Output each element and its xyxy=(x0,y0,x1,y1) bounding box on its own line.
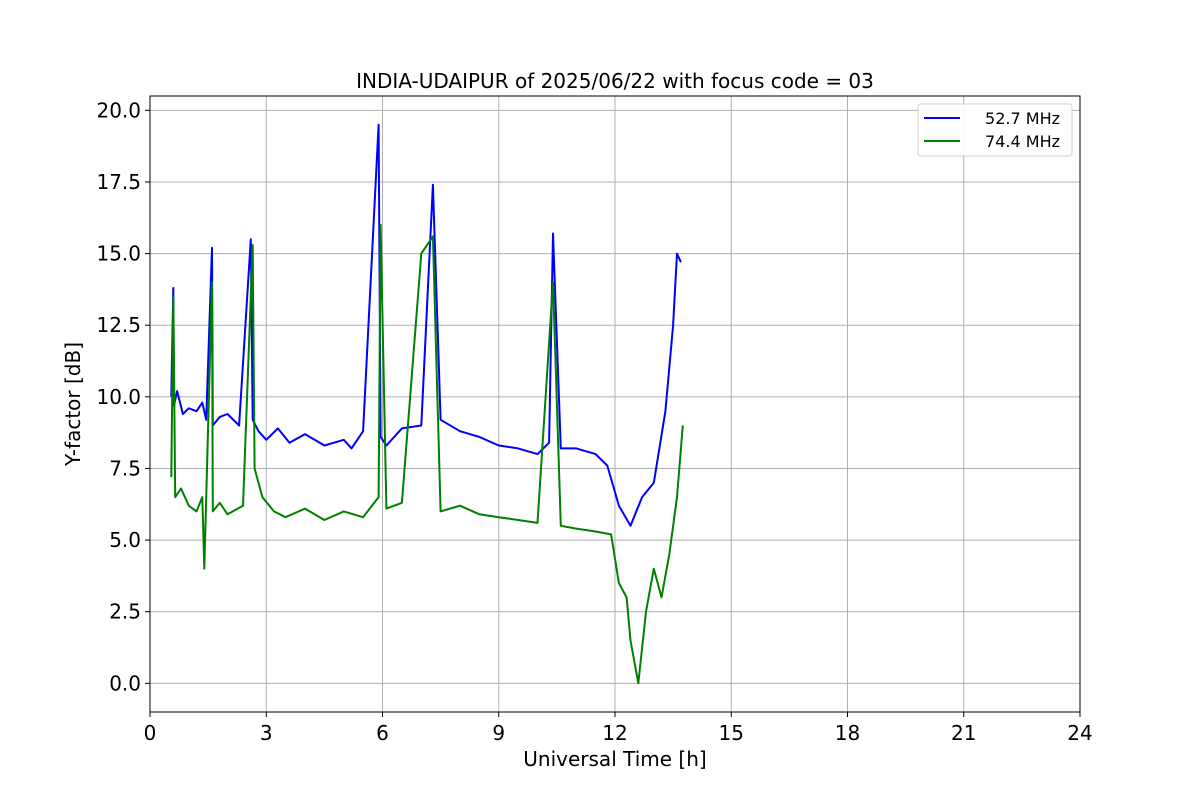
x-tick-label: 3 xyxy=(260,721,273,745)
x-tick-label: 18 xyxy=(835,721,860,745)
series-line-1 xyxy=(170,123,682,527)
x-tick-label: 0 xyxy=(144,721,157,745)
y-tick-label: 2.5 xyxy=(109,600,141,624)
x-axis-ticks: 0 3 6 9 12 15 18 21 24 xyxy=(144,712,1093,745)
x-tick-label: 6 xyxy=(376,721,389,745)
x-tick-label: 24 xyxy=(1067,721,1092,745)
y-tick-label: 7.5 xyxy=(109,456,141,480)
chart-title: INDIA-UDAIPUR of 2025/06/22 with focus c… xyxy=(356,69,874,93)
y-tick-label: 15.0 xyxy=(96,242,141,266)
y-tick-label: 17.5 xyxy=(96,170,141,194)
series-lines xyxy=(170,123,684,685)
legend-label-2: 74.4 MHz xyxy=(985,132,1060,151)
y-axis-label: Y-factor [dB] xyxy=(61,342,85,467)
x-tick-label: 12 xyxy=(602,721,627,745)
x-tick-label: 21 xyxy=(951,721,976,745)
legend-label-1: 52.7 MHz xyxy=(985,109,1060,128)
y-tick-label: 10.0 xyxy=(96,385,141,409)
x-tick-label: 15 xyxy=(719,721,744,745)
x-tick-label: 9 xyxy=(492,721,505,745)
y-tick-label: 20.0 xyxy=(96,98,141,122)
y-tick-label: 12.5 xyxy=(96,313,141,337)
y-tick-label: 5.0 xyxy=(109,528,141,552)
y-axis-ticks: 0.0 2.5 5.0 7.5 10.0 12.5 15.0 17.5 20.0 xyxy=(96,98,150,695)
legend: 52.7 MHz 74.4 MHz xyxy=(917,103,1073,157)
y-tick-label: 0.0 xyxy=(109,671,141,695)
series-line-2 xyxy=(170,223,684,685)
x-axis-label: Universal Time [h] xyxy=(523,747,706,771)
